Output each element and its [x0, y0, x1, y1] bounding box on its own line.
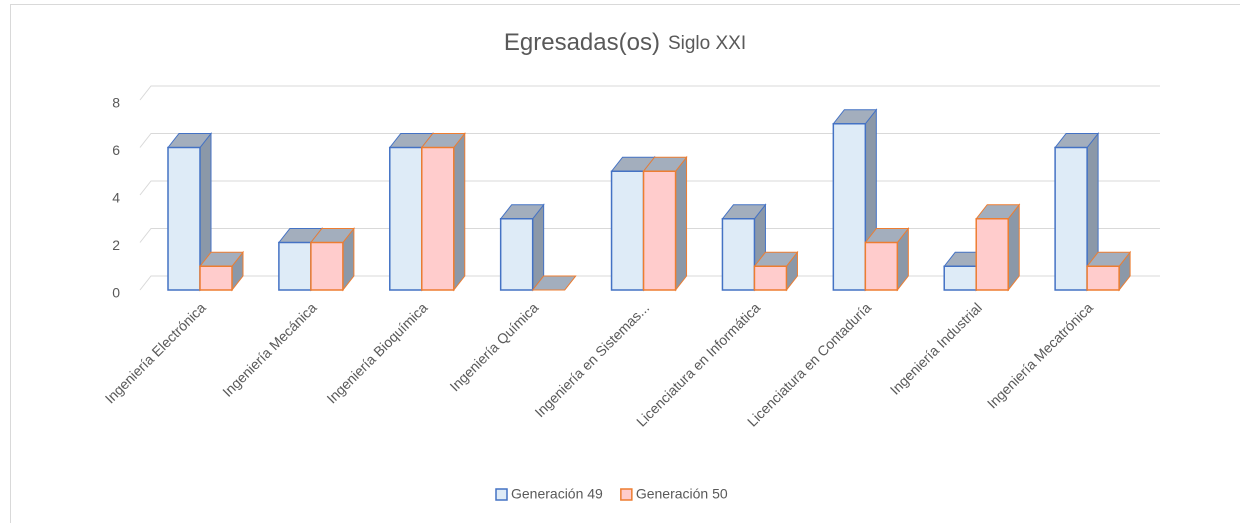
bar — [278, 241, 312, 291]
bar — [642, 170, 677, 291]
bar-side — [1007, 203, 1020, 292]
bar — [610, 170, 645, 291]
bar — [199, 265, 233, 291]
legend-swatch — [495, 488, 508, 501]
legend-label: Generación 50 — [636, 486, 728, 502]
bar — [721, 218, 756, 291]
bar — [753, 265, 788, 291]
legend-swatch — [620, 488, 633, 501]
bar — [421, 146, 455, 291]
bar — [832, 123, 867, 291]
legend: Generación 49 Generación 50 — [495, 486, 728, 502]
bar-side — [453, 132, 466, 292]
title-sub: Siglo XXI — [668, 33, 746, 54]
bar — [389, 146, 423, 291]
bar — [864, 241, 899, 291]
bar — [310, 241, 344, 291]
grid-line — [139, 180, 1160, 196]
title-main: Egresadas(os) — [504, 29, 660, 56]
bar — [1054, 146, 1088, 291]
bar — [943, 265, 977, 291]
y-tick-label: 2 — [112, 237, 120, 253]
y-tick-label: 6 — [112, 142, 120, 158]
y-tick-label: 8 — [112, 95, 120, 111]
bar-side — [675, 155, 688, 292]
grid-line — [139, 275, 1160, 291]
grid-line — [139, 133, 1160, 148]
bar-top — [531, 275, 577, 291]
bar-side — [532, 203, 545, 292]
y-tick-label: 4 — [112, 190, 120, 206]
chart-title: Egresadas(os) Siglo XXI — [504, 29, 746, 56]
y-tick-label: 0 — [112, 285, 120, 301]
bar — [1086, 265, 1120, 291]
grid-line — [139, 85, 1160, 101]
grid-line — [139, 228, 1160, 243]
legend-label: Generación 49 — [511, 486, 603, 502]
bar — [167, 146, 201, 291]
bar — [499, 218, 534, 291]
bar — [975, 218, 1009, 291]
